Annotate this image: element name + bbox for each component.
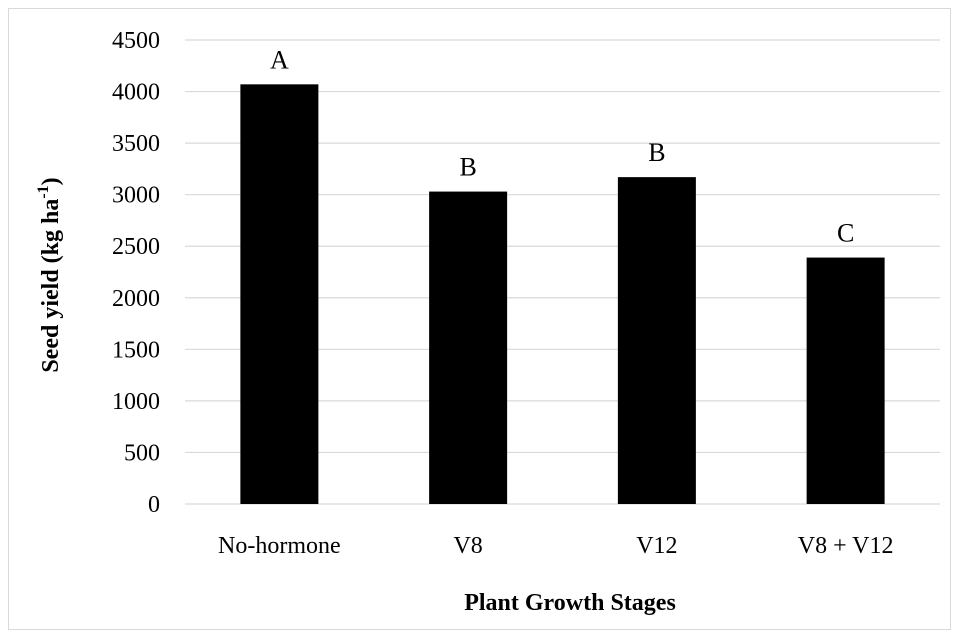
y-tick-label: 1000 bbox=[112, 389, 160, 415]
data-label-1: B bbox=[459, 153, 476, 182]
y-tick-label: 2000 bbox=[112, 286, 160, 312]
y-axis-title-main: Seed yield (kg ha bbox=[38, 199, 64, 373]
bar-2 bbox=[617, 177, 696, 505]
x-category-label-3: V8 + V12 bbox=[798, 533, 894, 559]
x-category-label-0: No-hormone bbox=[218, 533, 341, 559]
x-category-label-2: V12 bbox=[636, 533, 677, 559]
bars bbox=[240, 84, 885, 505]
data-labels: A B B C bbox=[270, 45, 854, 247]
y-tick-labels: 0 500 1000 1500 2000 2500 3000 3500 4000 4500 bbox=[112, 28, 160, 518]
x-category-label-1: V8 bbox=[453, 533, 482, 559]
data-label-0: A bbox=[270, 45, 289, 74]
y-tick-label: 0 bbox=[148, 492, 160, 518]
y-axis-title-close: ) bbox=[38, 177, 64, 185]
y-tick-label: 500 bbox=[124, 440, 160, 466]
y-axis-title: Seed yield (kg ha-1) bbox=[35, 177, 64, 372]
y-axis-title-superscript: -1 bbox=[35, 185, 52, 198]
data-label-2: B bbox=[648, 138, 665, 167]
x-category-labels: No-hormone V8 V12 V8 + V12 bbox=[218, 533, 893, 559]
bar-3 bbox=[806, 257, 885, 504]
y-tick-label: 4500 bbox=[112, 28, 160, 54]
data-label-3: C bbox=[837, 219, 854, 248]
y-tick-label: 3000 bbox=[112, 183, 160, 209]
y-tick-label: 4000 bbox=[112, 80, 160, 106]
x-axis-title: Plant Growth Stages bbox=[464, 590, 676, 616]
bar-1 bbox=[429, 191, 508, 504]
y-tick-label: 3500 bbox=[112, 131, 160, 157]
y-tick-label: 1500 bbox=[112, 337, 160, 363]
bar-0 bbox=[240, 84, 319, 505]
y-tick-label: 2500 bbox=[112, 234, 160, 260]
